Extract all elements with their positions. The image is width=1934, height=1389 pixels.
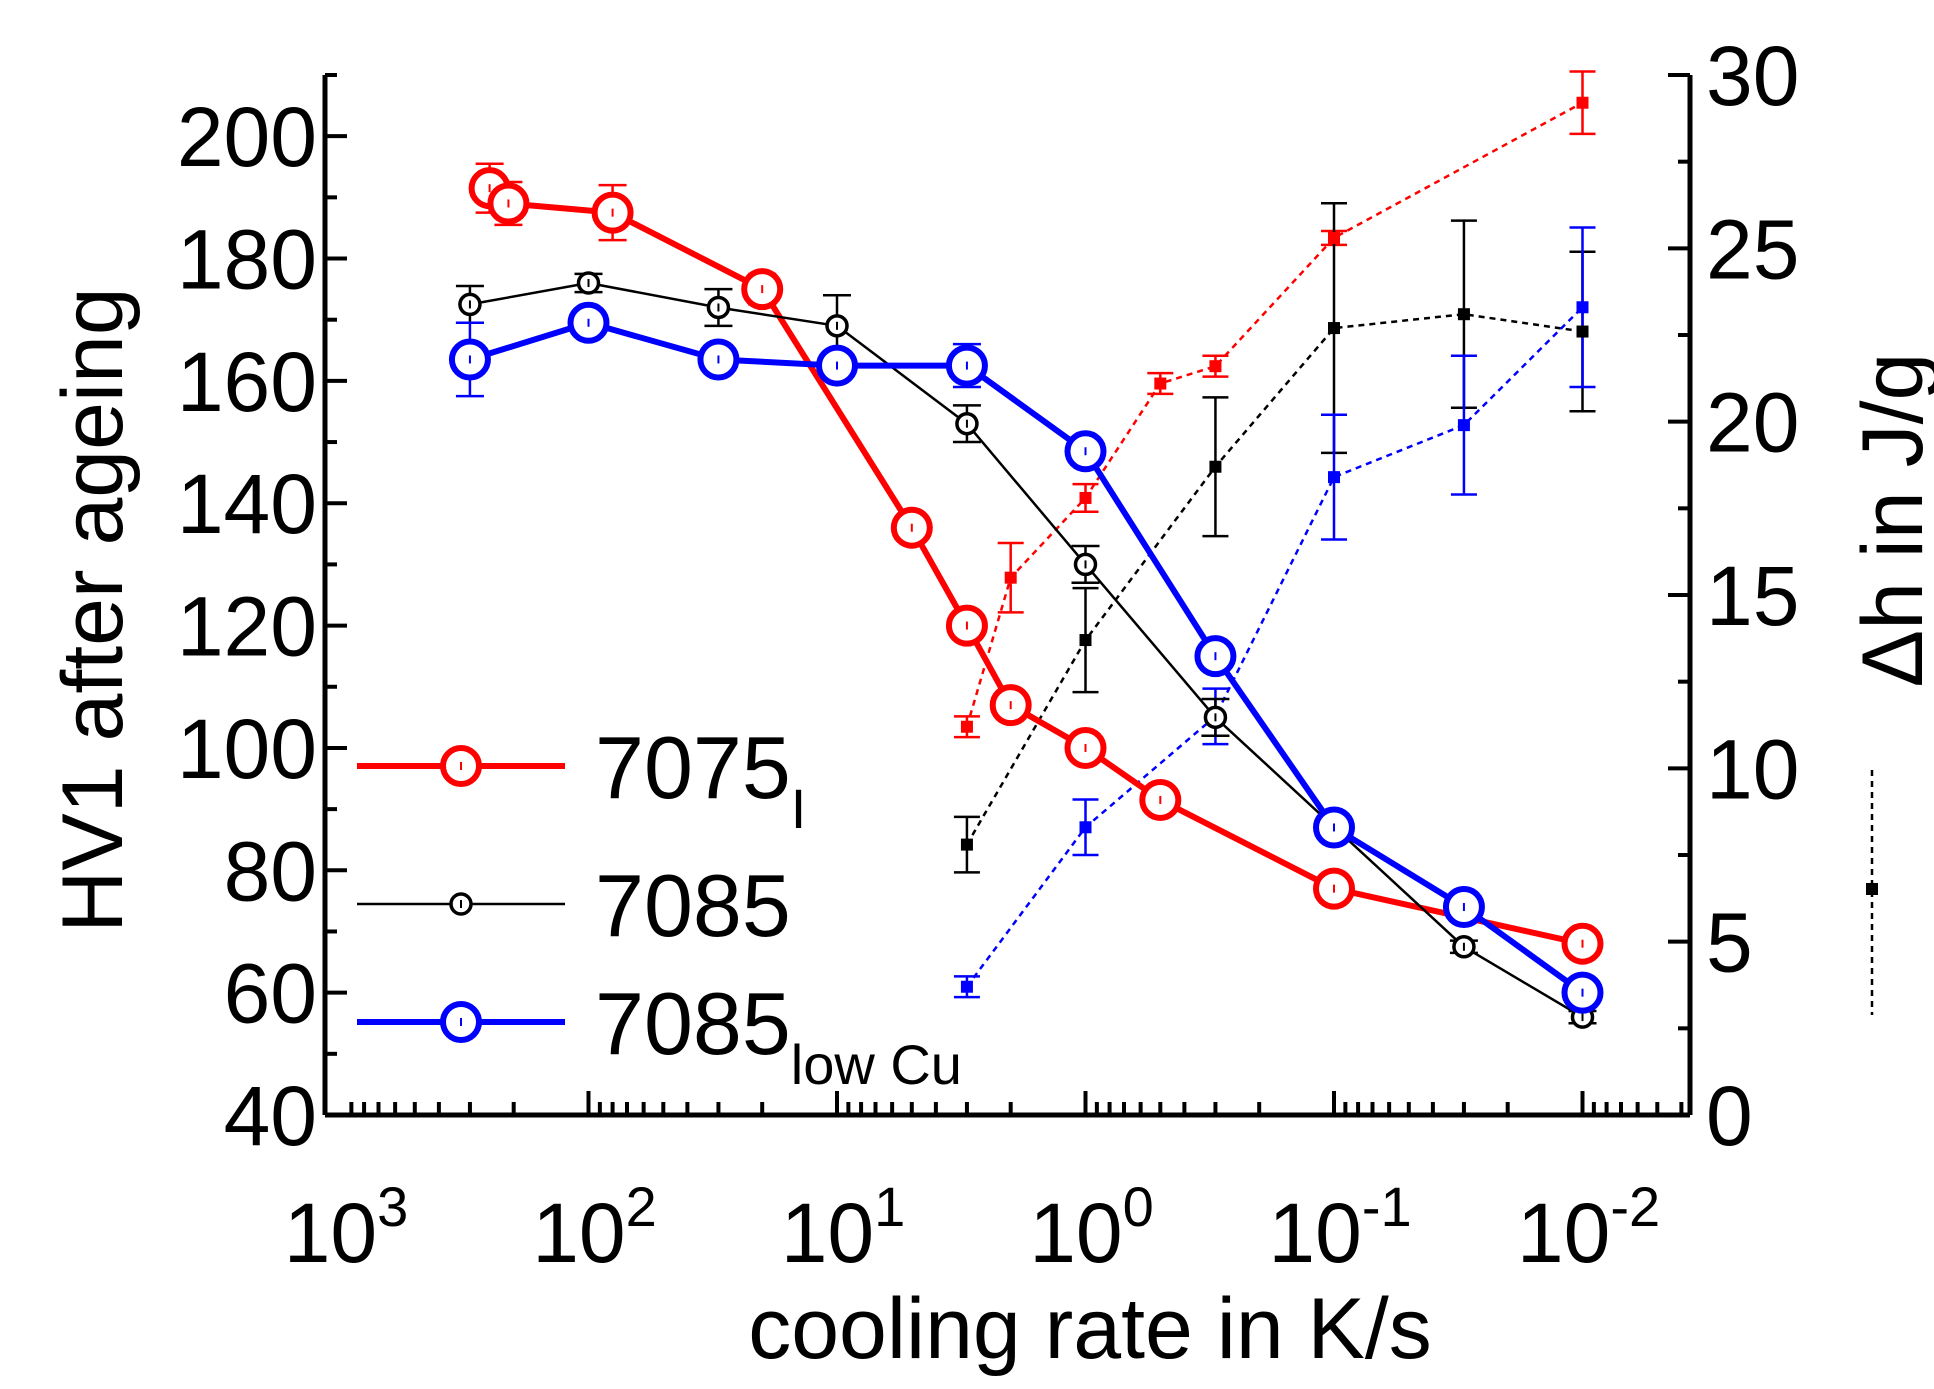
y-axis-left-label: HV1 after ageing (45, 287, 141, 932)
axes (322, 73, 1693, 1118)
legend-label-7075: 7075I (595, 718, 806, 840)
y-axis-right-label: Δh in J/g (1845, 353, 1934, 688)
y-right-tick-label-10: 10 (1706, 722, 1799, 816)
dh-point-7085-5 (1576, 325, 1589, 338)
legend-label-7085low: 7085low Cu (595, 974, 962, 1096)
dh-line-7085 (965, 312, 1583, 846)
y-right-tick-label-15: 15 (1706, 549, 1799, 643)
x-tick-label--1: 10-1 (1268, 1175, 1411, 1280)
y-left-tick-label-100: 100 (177, 702, 317, 796)
dh-point-7085low-4 (1457, 419, 1470, 432)
y-right-tick-label-20: 20 (1706, 376, 1799, 470)
dh-point-7075-2 (1079, 491, 1092, 504)
hv-line-7085low (469, 319, 1585, 996)
y-right-tick-label-30: 30 (1706, 29, 1799, 123)
dh-point-7085-3 (1328, 322, 1340, 335)
dh-point-7075-5 (1328, 231, 1340, 244)
dh-point-7075-4 (1209, 360, 1222, 373)
dh-point-7075-0 (960, 720, 973, 733)
dh-point-7085-1 (1079, 634, 1092, 647)
dh-point-7075-3 (1154, 377, 1167, 390)
y-left-tick-label-200: 200 (177, 90, 317, 184)
x-tick-label-2: 102 (532, 1175, 657, 1280)
y-right-tick-label-5: 5 (1706, 896, 1753, 990)
x-tick-label-0: 100 (1029, 1175, 1154, 1280)
dh-point-7085low-1 (1079, 821, 1092, 834)
dh-point-7085low-3 (1328, 471, 1340, 484)
dh-point-7085low-0 (960, 980, 973, 993)
dh-point-7085-4 (1457, 308, 1470, 321)
x-tick-label--2: 10-2 (1517, 1175, 1660, 1280)
data-markers (448, 96, 1604, 1029)
dh-legend-marker (1866, 883, 1878, 895)
x-tick-label-3: 103 (284, 1175, 409, 1280)
x-axis-label: cooling rate in K/s (748, 1281, 1432, 1377)
dh-point-7075-1 (1004, 571, 1017, 584)
x-tick-label-1: 101 (781, 1175, 906, 1280)
dh-point-7085-0 (960, 838, 973, 851)
dh-line-7075 (965, 101, 1584, 728)
dh-point-7085-2 (1209, 460, 1222, 473)
tick-labels: 40 60 80 100 120 140 160 180 200 0 5 10 15 20 25 30 103 1… (177, 29, 1800, 1280)
y-left-tick-label-160: 160 (177, 335, 317, 429)
y-left-tick-label-60: 60 (224, 947, 317, 1041)
legend: 7075I 7085 7085low Cu (357, 718, 1878, 1096)
hv-line-7075 (487, 185, 1584, 947)
y-left-tick-label-140: 140 (177, 457, 317, 551)
y-right-tick-label-0: 0 (1706, 1069, 1753, 1163)
y-left-tick-label-180: 180 (177, 213, 317, 307)
y-left-tick-label-120: 120 (177, 580, 317, 674)
legend-label-7085: 7085 (595, 856, 791, 955)
y-right-tick-label-25: 25 (1706, 202, 1799, 296)
dh-point-7085low-5 (1576, 301, 1589, 314)
y-left-tick-label-80: 80 (224, 824, 317, 918)
dh-line-7085low (965, 306, 1584, 988)
dh-point-7075-6 (1576, 96, 1589, 109)
y-left-tick-label-40: 40 (224, 1069, 317, 1163)
